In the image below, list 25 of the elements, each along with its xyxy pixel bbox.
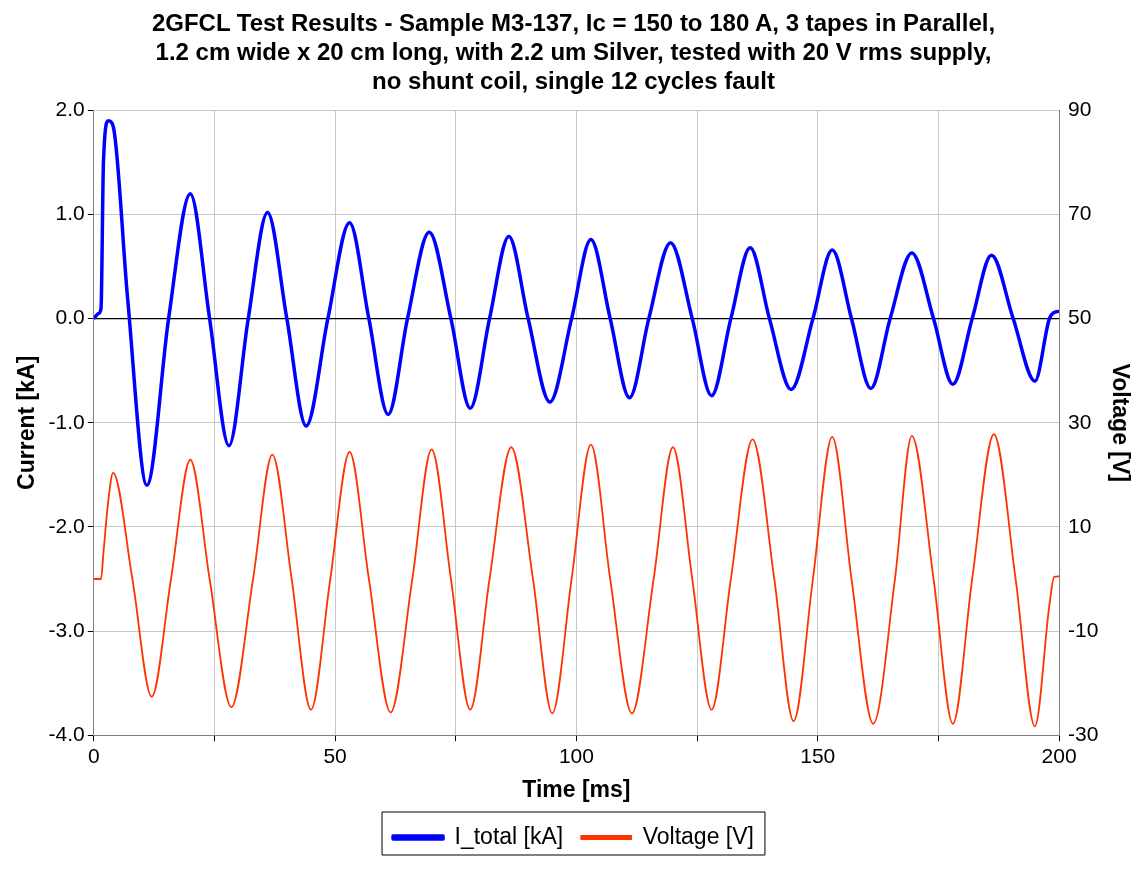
y-tick-label: -4.0 xyxy=(48,722,85,745)
y2-tick-label: 90 xyxy=(1068,97,1092,121)
y-tick-label: 2.0 xyxy=(55,97,85,121)
y-tick-label: 1.0 xyxy=(55,201,85,225)
y2-tick-label: 50 xyxy=(1068,305,1092,329)
x-tick-label: 0 xyxy=(87,743,100,767)
x-axis-title: Time [ms] xyxy=(522,775,631,802)
legend-label: Voltage [V] xyxy=(642,822,754,849)
y2-tick-label: 30 xyxy=(1068,409,1092,433)
x-tick-label: 150 xyxy=(800,743,836,767)
y-tick-label: -1.0 xyxy=(48,409,85,433)
x-tick-label: 200 xyxy=(1041,743,1077,767)
y2-tick-label: -10 xyxy=(1068,617,1099,641)
chart-title: 2GFCL Test Results - Sample M3-137, Ic = 150 to 180 A, 3 tapes in Parallel, 1.2 cm wide x 20 cm long, with 2.2 um Silver, tested with 20 V rms supply, no shunt coil, single 12 cycles fault xyxy=(151,9,996,94)
y-tick-label: -3.0 xyxy=(48,617,85,641)
x-tick-label: 50 xyxy=(323,743,347,767)
x-tick-label: 100 xyxy=(558,743,594,767)
y2-tick-label: 10 xyxy=(1068,513,1092,537)
y-tick-label: -2.0 xyxy=(48,513,85,537)
legend-label: I_total [kA] xyxy=(454,822,564,849)
y-axis-title: Current [kA] xyxy=(13,355,40,490)
y2-axis-title: Voltage [V] xyxy=(1107,363,1134,483)
y2-tick-label: -30 xyxy=(1068,722,1099,745)
y-tick-label: 0.0 xyxy=(55,305,85,329)
y2-tick-label: 70 xyxy=(1068,201,1092,225)
